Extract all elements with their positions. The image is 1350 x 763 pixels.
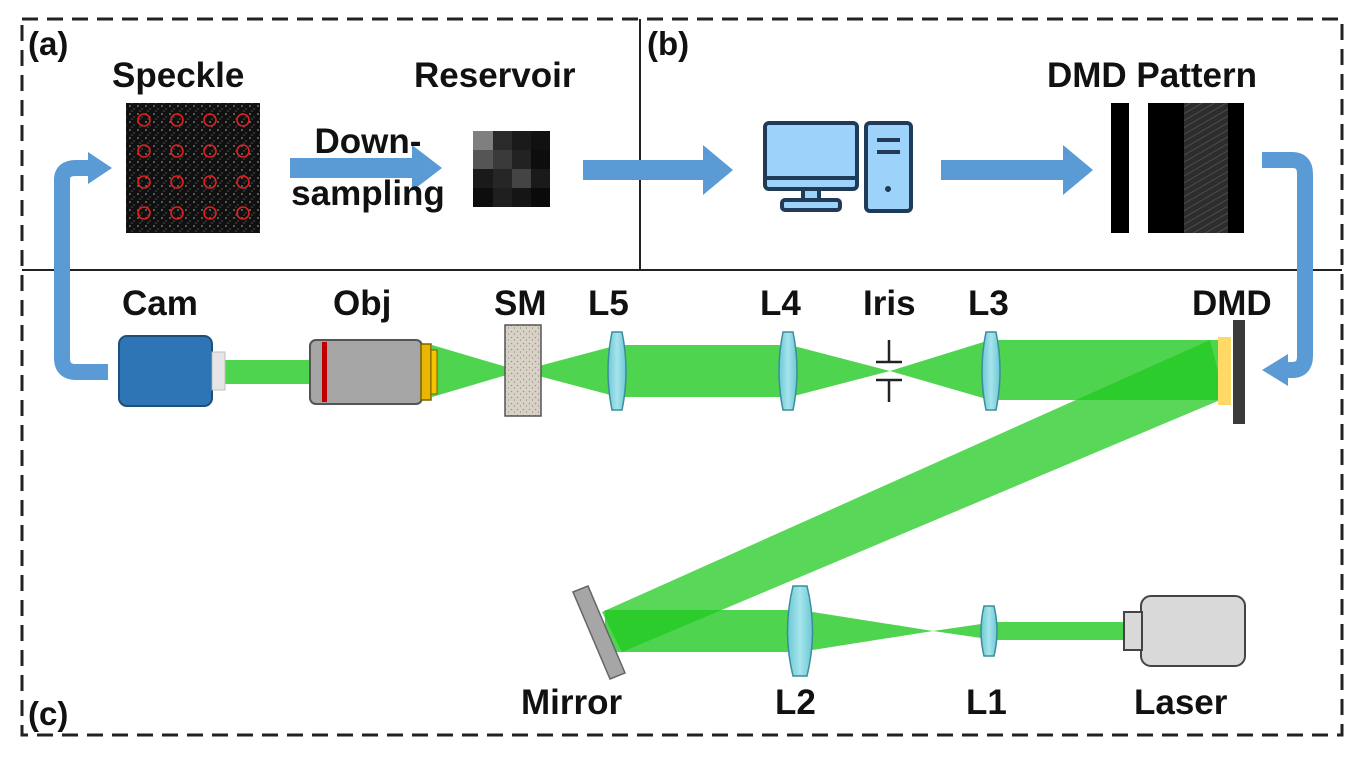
sampling-circle — [203, 206, 217, 220]
laser-icon — [1123, 595, 1246, 667]
mirror-icon — [572, 585, 626, 680]
reservoir-to-computer-arrow-icon — [583, 145, 733, 195]
sampling-circle — [236, 144, 250, 158]
scattering-medium-icon — [504, 324, 542, 417]
sampling-circle — [170, 113, 184, 127]
lens-l2-icon — [786, 585, 814, 677]
downsampling-label-line2: sampling — [291, 174, 445, 213]
lens-l3-icon — [981, 331, 1001, 411]
pattern-to-dmd-arrow-icon — [1262, 152, 1313, 378]
sampling-circle — [137, 175, 151, 189]
sampling-circle — [170, 144, 184, 158]
camera-icon — [118, 335, 226, 407]
sampling-circle — [236, 113, 250, 127]
panel-label-a: (a) — [28, 25, 69, 62]
panel-label-b: (b) — [647, 25, 690, 62]
dmd-pattern-label: DMD Pattern — [1047, 56, 1258, 95]
iris-label: Iris — [863, 284, 916, 323]
lens-l4-icon — [778, 331, 798, 411]
l4-label: L4 — [760, 284, 801, 323]
computer-icon — [763, 121, 913, 213]
cam-label: Cam — [122, 284, 198, 323]
l5-label: L5 — [588, 284, 629, 323]
downsampling-arrow-icon — [290, 145, 442, 191]
dmd-icon — [1218, 320, 1245, 424]
reservoir-image — [473, 131, 550, 207]
panel-frames — [20, 17, 1344, 737]
sampling-circle — [203, 175, 217, 189]
sampling-circle — [170, 206, 184, 220]
camera-feedback-arrowhead-icon — [88, 152, 112, 184]
lens-l1-icon — [980, 605, 998, 657]
camera-feedback-arrow-icon — [54, 160, 108, 380]
outer-dashed-frame — [20, 17, 1344, 737]
dmd-label: DMD — [1192, 284, 1272, 323]
arrows — [290, 145, 1093, 195]
sampling-circle — [236, 175, 250, 189]
downsampling-label-line1: Down- — [314, 122, 422, 161]
lens-l5-icon — [607, 331, 627, 411]
computer-to-dmd-arrow-icon — [941, 145, 1093, 195]
sampling-circle — [137, 113, 151, 127]
reservoir-label: Reservoir — [414, 56, 576, 95]
l2-label: L2 — [775, 683, 816, 722]
sampling-circle — [203, 144, 217, 158]
sampling-circle — [137, 144, 151, 158]
objective-icon — [309, 339, 438, 405]
l3-label: L3 — [968, 284, 1009, 323]
iris-icon — [876, 340, 902, 402]
sm-label: SM — [494, 284, 547, 323]
mirror-label: Mirror — [521, 683, 623, 722]
speckle-label: Speckle — [112, 56, 245, 95]
obj-label: Obj — [333, 284, 392, 323]
sampling-circle — [137, 206, 151, 220]
sampling-circle — [236, 206, 250, 220]
sampling-circle — [170, 175, 184, 189]
laser-beam — [222, 340, 1225, 652]
speckle-image — [126, 103, 260, 233]
panel-label-c: (c) — [28, 695, 69, 732]
l1-label: L1 — [966, 683, 1007, 722]
dmd-pattern-image — [1111, 103, 1244, 233]
sampling-circle — [203, 113, 217, 127]
laser-label: Laser — [1134, 683, 1228, 722]
pattern-to-dmd-arrowhead-icon — [1262, 354, 1288, 386]
